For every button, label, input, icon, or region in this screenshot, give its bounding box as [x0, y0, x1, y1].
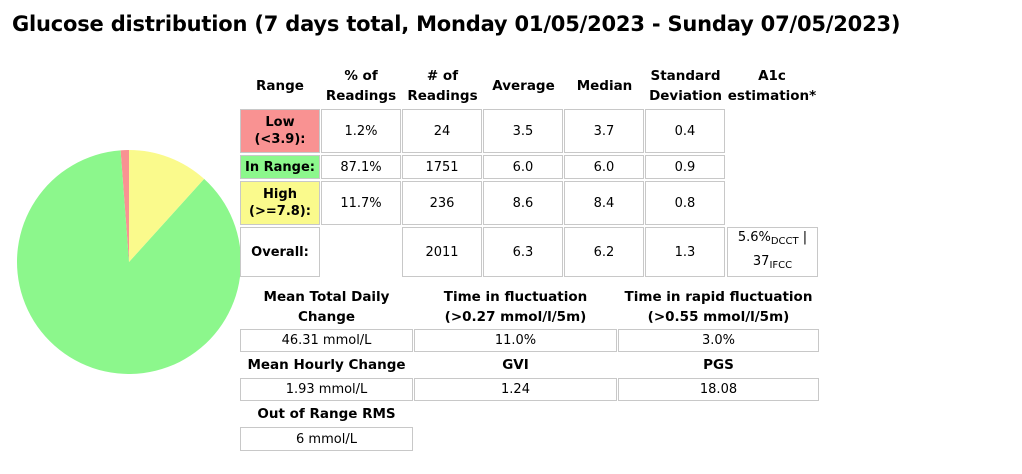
out-of-range-rms-value: 6 mmol/L — [240, 427, 413, 451]
row-label-low: Low (<3.9): — [240, 109, 320, 153]
gvi-label: GVI — [502, 357, 529, 373]
low-percent: 1.2% — [321, 109, 401, 153]
pie-slice-in-range — [16, 150, 241, 374]
header-median: Median — [576, 78, 633, 94]
row-label-in-range: In Range: — [240, 155, 320, 179]
mean-hourly-change-label: Mean Hourly Change — [247, 357, 406, 373]
header-range: Range — [256, 78, 304, 94]
overall-a1c-estimation: 5.6%DCCT | 37IFCC — [727, 227, 818, 277]
header-standard-deviation: Standard Deviation — [649, 68, 722, 104]
mean-total-daily-change-label: Mean Total Daily Change — [263, 289, 390, 325]
overall-median: 6.2 — [564, 227, 644, 277]
out-of-range-rms-label: Out of Range RMS — [257, 406, 396, 422]
glucose-distribution-pie-chart — [16, 150, 241, 374]
overall-average: 6.3 — [483, 227, 563, 277]
high-median: 8.4 — [564, 181, 644, 225]
time-in-fluctuation-value: 11.0% — [414, 329, 617, 352]
header-average: Average — [492, 78, 555, 94]
in-range-median: 6.0 — [564, 155, 644, 179]
page-title: Glucose distribution (7 days total, Mond… — [12, 12, 901, 36]
gvi-value: 1.24 — [414, 378, 617, 401]
pie-slice-high — [129, 150, 205, 262]
high-percent: 11.7% — [321, 181, 401, 225]
header-percent-readings: % of Readings — [325, 68, 397, 104]
low-sd: 0.4 — [645, 109, 725, 153]
mean-hourly-change-value: 1.93 mmol/L — [240, 378, 413, 401]
time-in-fluctuation-label: Time in fluctuation (>0.27 mmol/l/5m) — [443, 289, 588, 325]
low-count: 24 — [402, 109, 482, 153]
header-a1c-estimation: A1c estimation* — [727, 68, 817, 104]
mean-total-daily-change-value: 46.31 mmol/L — [240, 329, 413, 352]
time-in-rapid-fluctuation-label: Time in rapid fluctuation (>0.55 mmol/l/5… — [624, 289, 813, 325]
pgs-label: PGS — [703, 357, 734, 373]
pie-slice-low — [120, 150, 129, 262]
row-label-high: High (>=7.8): — [240, 181, 320, 225]
high-average: 8.6 — [483, 181, 563, 225]
low-median: 3.7 — [564, 109, 644, 153]
high-sd: 0.8 — [645, 181, 725, 225]
header-number-readings: # of Readings — [407, 68, 478, 104]
in-range-sd: 0.9 — [645, 155, 725, 179]
in-range-average: 6.0 — [483, 155, 563, 179]
pgs-value: 18.08 — [618, 378, 819, 401]
overall-count: 2011 — [402, 227, 482, 277]
time-in-rapid-fluctuation-value: 3.0% — [618, 329, 819, 352]
in-range-percent: 87.1% — [321, 155, 401, 179]
high-count: 236 — [402, 181, 482, 225]
in-range-count: 1751 — [402, 155, 482, 179]
low-average: 3.5 — [483, 109, 563, 153]
row-label-overall: Overall: — [240, 227, 320, 277]
overall-sd: 1.3 — [645, 227, 725, 277]
